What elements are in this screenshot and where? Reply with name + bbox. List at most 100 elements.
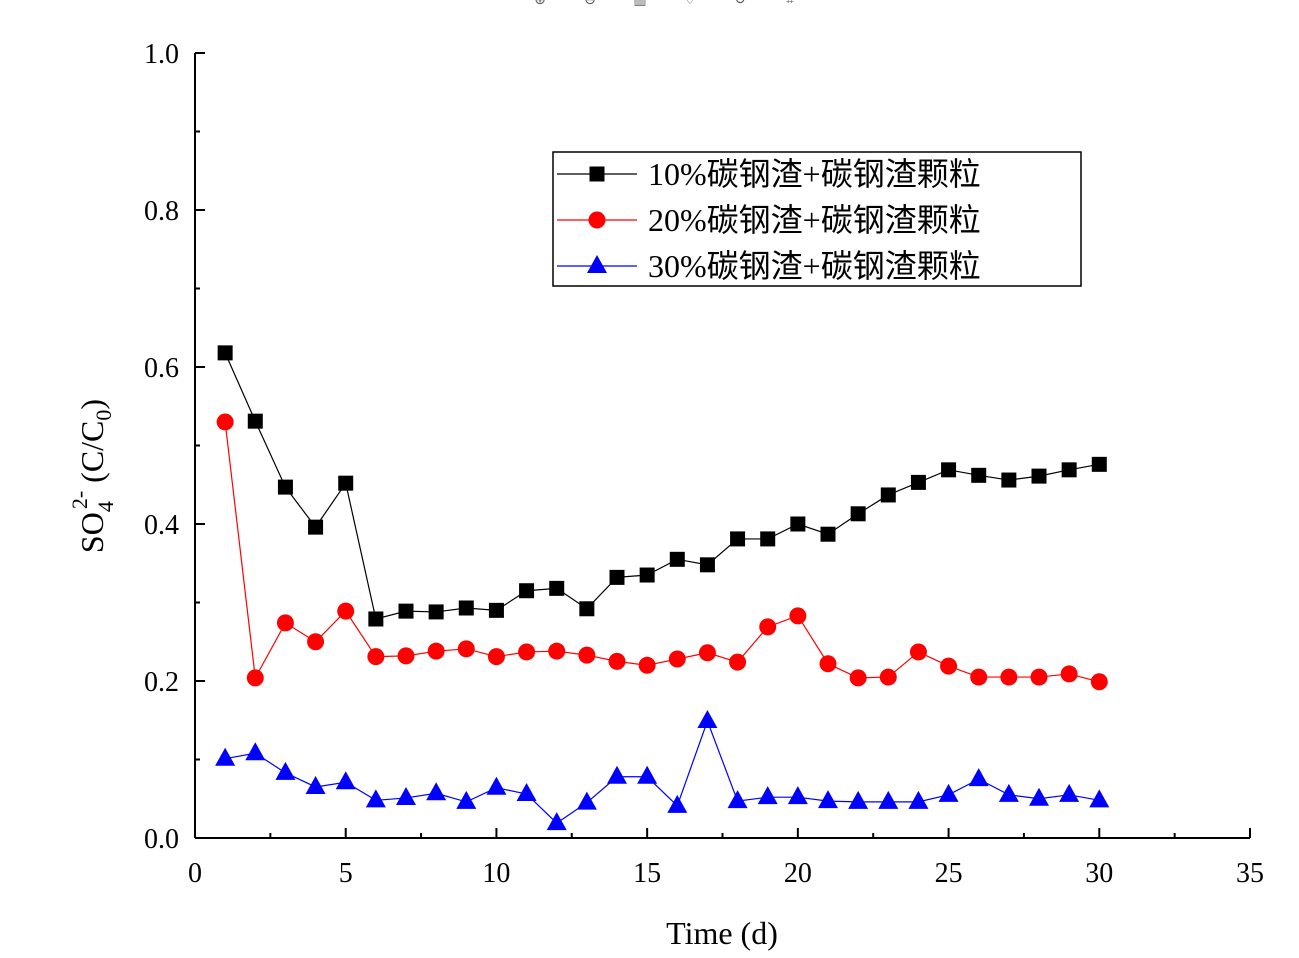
data-point (245, 742, 266, 761)
trash-icon[interactable]: ▥ (633, 0, 647, 8)
data-point (1059, 783, 1080, 802)
zoom-in-icon[interactable]: ⊕ (534, 0, 546, 8)
data-point (337, 602, 355, 620)
data-point (1091, 456, 1107, 472)
series-line (224, 421, 1100, 683)
data-point (217, 345, 233, 361)
y-tick-label: 1.0 (144, 39, 179, 70)
legend-label: 20%碳钢渣+碳钢渣颗粒 (648, 202, 981, 238)
x-tick-label: 15 (633, 858, 661, 889)
data-point (668, 650, 686, 668)
data-point (971, 467, 987, 483)
x-tick-label: 35 (1236, 858, 1264, 889)
data-point (367, 648, 385, 666)
crop-icon[interactable]: ⌗ (786, 0, 794, 8)
data-point (548, 642, 566, 660)
data-point (247, 413, 263, 429)
data-point (729, 653, 747, 671)
data-point (397, 647, 415, 665)
data-point (578, 646, 596, 664)
data-point (968, 768, 989, 787)
data-point (546, 812, 567, 831)
data-point (820, 526, 836, 542)
data-point (787, 786, 808, 805)
data-point (579, 601, 595, 617)
legend-label: 30%碳钢渣+碳钢渣颗粒 (648, 248, 981, 284)
y-axis-label: SO42- (C/C0) (67, 399, 118, 553)
data-point (608, 652, 626, 670)
data-point (307, 633, 325, 651)
data-point (669, 551, 685, 567)
y-tick-label: 0.2 (144, 667, 179, 698)
series-line (225, 719, 1100, 824)
data-point (276, 614, 294, 632)
data-point (998, 783, 1019, 802)
data-point (277, 479, 293, 495)
data-point (335, 771, 356, 790)
data-point (428, 604, 444, 620)
data-point (667, 794, 688, 813)
data-point (850, 506, 866, 522)
data-point (941, 462, 957, 478)
data-point (818, 790, 838, 809)
data-point (609, 569, 625, 585)
data-point (1001, 472, 1017, 488)
data-point (246, 669, 264, 687)
zoom-out-icon[interactable]: ⊖ (584, 0, 596, 8)
y-tick-label: 0.0 (144, 824, 179, 855)
data-point (790, 516, 806, 532)
x-tick-label: 5 (339, 858, 353, 889)
data-point (368, 611, 384, 627)
data-point (487, 648, 505, 666)
data-point (1090, 673, 1108, 691)
y-tick-label: 0.8 (144, 196, 179, 227)
x-tick-label: 25 (935, 858, 963, 889)
data-point (849, 669, 867, 687)
legend-marker (588, 211, 606, 229)
data-point (878, 790, 899, 809)
data-point (458, 600, 474, 616)
data-point (488, 602, 504, 618)
data-point (1030, 668, 1048, 686)
data-point (549, 580, 565, 596)
data-point (457, 640, 475, 658)
legend-marker (589, 166, 605, 182)
data-point (576, 791, 597, 810)
data-point (698, 644, 716, 662)
data-point (486, 776, 507, 795)
legend: 10%碳钢渣+碳钢渣颗粒 20%碳钢渣+碳钢渣颗粒 30%碳钢渣+碳钢渣颗粒 (552, 151, 1082, 287)
data-point (1000, 668, 1018, 686)
data-point (970, 668, 988, 686)
series-2 (216, 413, 1108, 691)
data-point (910, 474, 926, 490)
legend-label: 10%碳钢渣+碳钢渣颗粒 (648, 156, 981, 192)
series-3 (215, 710, 1110, 831)
data-point (1031, 468, 1047, 484)
data-point (637, 765, 658, 784)
data-point (365, 789, 386, 808)
data-point (216, 413, 234, 431)
data-point (697, 710, 718, 729)
heart-icon[interactable]: ♡ (683, 0, 697, 8)
data-point (759, 618, 777, 636)
data-point (880, 487, 896, 503)
data-point (638, 656, 656, 674)
data-point (639, 567, 655, 583)
data-point (819, 655, 837, 673)
data-point (938, 783, 959, 802)
data-point (518, 643, 536, 661)
data-point (1061, 462, 1077, 478)
data-point (607, 765, 627, 784)
data-point (308, 519, 324, 535)
data-point (398, 603, 414, 619)
data-point (727, 790, 748, 809)
data-point (426, 782, 447, 801)
series-line (224, 352, 1100, 620)
data-point (879, 668, 897, 686)
rotate-icon[interactable]: ↻ (734, 0, 746, 8)
data-point (516, 783, 537, 802)
data-point (1060, 665, 1078, 683)
x-axis-label: Time (d) (666, 915, 778, 951)
data-point (908, 790, 929, 809)
